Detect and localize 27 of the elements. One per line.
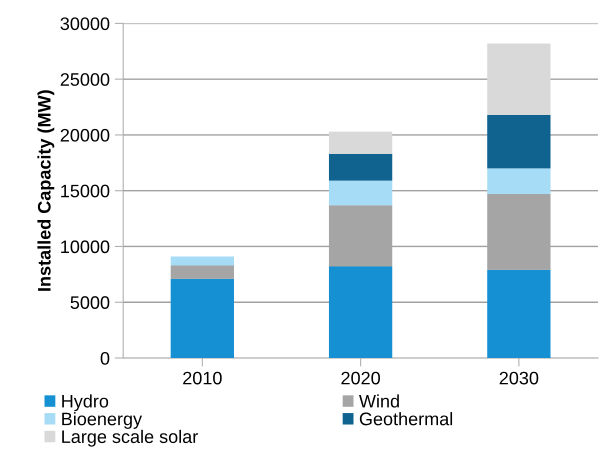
bar	[487, 43, 551, 115]
bar	[170, 265, 234, 279]
x-tick-label: 2010	[183, 372, 222, 384]
x-tick-label: 2020	[341, 372, 380, 384]
legend-label: Bioenergy	[62, 412, 142, 429]
x-tick-label: 2030	[500, 372, 538, 384]
bar	[328, 154, 392, 181]
bar	[328, 132, 392, 154]
bar	[170, 278, 234, 358]
legend-label: Wind	[359, 394, 399, 408]
bar	[487, 168, 551, 194]
y-tick-label: 25000	[60, 73, 110, 86]
y-tick-label: 5000	[70, 296, 110, 309]
legend-label: Hydro	[62, 394, 108, 412]
bar	[328, 266, 392, 358]
bar	[487, 114, 551, 168]
y-tick-label: 15000	[61, 184, 110, 198]
y-tick-label: 10000	[61, 240, 110, 254]
legend-label: Geothermal	[360, 412, 452, 426]
y-tick-label: 20000	[60, 128, 110, 142]
bar	[328, 180, 392, 206]
y-tick-label: 30000	[60, 17, 110, 30]
y-tick-label: 0	[100, 352, 110, 365]
bar	[487, 270, 551, 358]
legend-label: Large scale solar	[62, 430, 198, 447]
y-axis-title: Installed Capacity (MW)	[37, 90, 54, 291]
bar	[170, 256, 234, 266]
